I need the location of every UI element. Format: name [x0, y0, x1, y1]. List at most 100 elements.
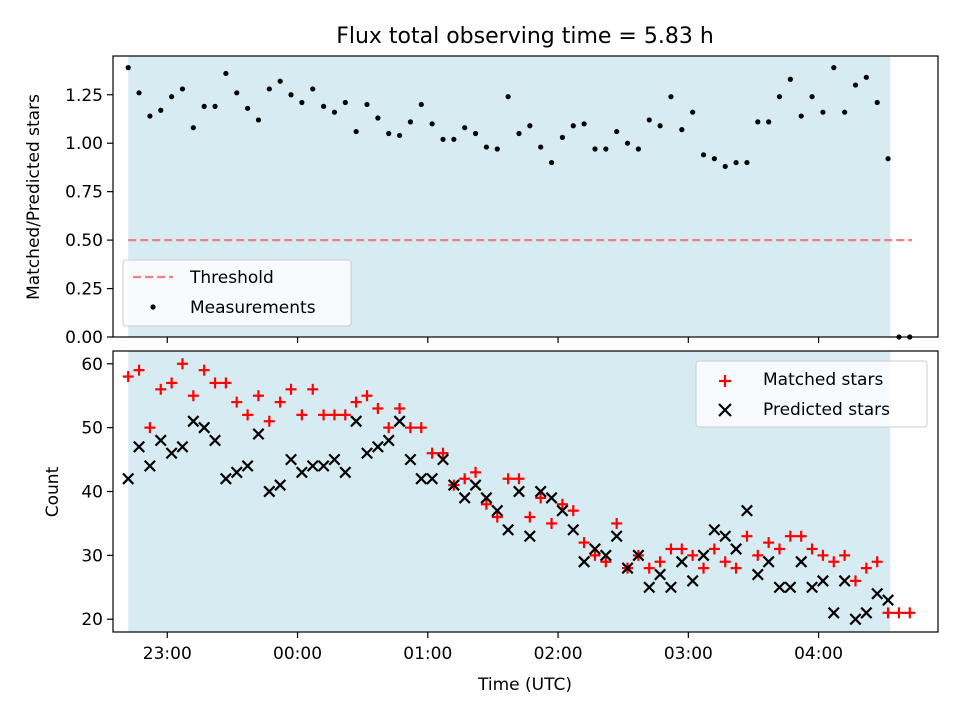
- matched-star-point: [198, 364, 210, 376]
- measurement-point: [766, 119, 772, 125]
- matched-star-point: [784, 530, 796, 542]
- measurement-point: [331, 109, 338, 115]
- time-x-tick-label: 03:00: [664, 644, 713, 664]
- measurement-point: [125, 65, 131, 71]
- measurement-point: [310, 86, 316, 92]
- counts-y-tick-label: 50: [81, 419, 103, 439]
- matched-star-point: [535, 492, 547, 504]
- measurement-point: [472, 130, 479, 137]
- predicted-star-point: [610, 530, 623, 543]
- matched-star-point: [828, 556, 840, 568]
- measurement-point: [212, 103, 218, 109]
- measurement-point: [353, 128, 359, 135]
- time-x-axis-label: Time (UTC): [477, 675, 572, 695]
- ratio-plot-frame: [112, 55, 939, 338]
- ratio-y-tick-label: 1.00: [65, 134, 103, 154]
- matched-star-point: [774, 543, 786, 555]
- matched-star-point: [263, 415, 275, 427]
- predicted-star-point: [882, 594, 895, 607]
- matched-star-point: [404, 422, 416, 434]
- matched-star-point: [459, 473, 471, 485]
- time-x-axis: 23:00 00:00 01:00 02:00 03:00 04:00: [143, 632, 843, 664]
- measurement-point: [320, 103, 327, 109]
- time-x-tick-label: 23:00: [143, 644, 192, 664]
- predicted-star-point: [502, 523, 515, 536]
- matched-star-point: [676, 543, 688, 555]
- measurement-point: [874, 99, 880, 106]
- predicted-star-point: [447, 479, 460, 492]
- measurement-point: [885, 156, 891, 162]
- time-x-tick-label: 00:00: [273, 644, 322, 664]
- measurement-point: [559, 134, 566, 140]
- predicted-star-point: [654, 568, 667, 581]
- time-x-tick-label: 02:00: [534, 644, 583, 664]
- predicted-star-point: [274, 479, 287, 492]
- predicted-star-point: [860, 606, 873, 619]
- matched-star-point: [708, 543, 720, 555]
- measurement-point: [798, 113, 804, 119]
- chart-title: Flux total observing time = 5.83 h: [336, 24, 714, 49]
- predicted-star-point: [209, 434, 222, 447]
- predicted-star-point: [437, 453, 449, 466]
- measurement-point: [396, 132, 403, 139]
- ratio-y-tick-label: 0.75: [65, 183, 103, 203]
- ratio-y-tick-label: 0.50: [65, 231, 103, 251]
- predicted-legend-swatch: [718, 403, 732, 417]
- matched-star-point: [567, 505, 579, 517]
- matched-star-point: [394, 402, 406, 414]
- predicted-star-point: [371, 440, 384, 453]
- predicted-star-point: [643, 581, 656, 594]
- matched-star-point: [328, 409, 340, 421]
- predicted-star-point: [708, 523, 721, 536]
- matched-star-point: [361, 390, 373, 402]
- matched-star-point: [122, 371, 134, 383]
- measurements-legend-label: Measurements: [190, 298, 316, 318]
- matched-star-point: [155, 383, 167, 395]
- matched-star-point: [513, 473, 525, 485]
- matched-star-point: [719, 556, 731, 568]
- predicted-star-point: [285, 453, 298, 466]
- measurement-point: [190, 125, 196, 131]
- predicted-star-point: [567, 523, 580, 536]
- predicted-star-point: [773, 581, 786, 594]
- measurement-point: [809, 94, 815, 100]
- matched-star-point: [133, 364, 145, 376]
- measurement-point: [483, 144, 490, 150]
- predicted-star-point: [578, 555, 591, 568]
- matched-star-point: [665, 543, 677, 555]
- matched-star-point: [752, 549, 764, 561]
- matched-legend-label: Matched stars: [763, 370, 883, 390]
- predicted-star-point: [784, 581, 797, 594]
- matched-star-point: [600, 556, 612, 568]
- predicted-star-point: [404, 453, 417, 466]
- matched-star-point: [893, 607, 905, 619]
- measurement-point: [755, 119, 761, 125]
- measurement-point: [581, 121, 587, 127]
- measurement-point: [375, 115, 381, 121]
- predicted-star-point: [230, 466, 243, 479]
- measurement-point: [451, 136, 457, 142]
- counts-panel: 20 30 40 50 60 23:00 00:00 01:00 02:00 03:00 04:0…: [43, 350, 939, 695]
- predicted-star-point: [816, 574, 829, 587]
- measurement-point: [407, 119, 414, 125]
- measurement-point: [234, 90, 240, 96]
- measurement-point: [831, 65, 837, 71]
- matched-star-point: [426, 447, 438, 459]
- predicted-star-point: [621, 562, 634, 575]
- matched-star-point: [187, 390, 199, 402]
- matched-star-point: [795, 530, 807, 542]
- predicted-star-point: [458, 491, 471, 504]
- matched-star-point: [654, 556, 666, 568]
- predicted-star-point: [827, 606, 840, 619]
- matched-star-point: [437, 447, 449, 459]
- matched-star-point: [611, 517, 623, 529]
- measurement-point: [787, 76, 793, 82]
- matched-star-point: [415, 422, 427, 434]
- matched-star-point: [470, 466, 482, 478]
- matched-star-point: [578, 537, 590, 549]
- matched-star-point: [698, 562, 710, 574]
- ratio-y-tick-label: 1.25: [65, 86, 103, 106]
- measurement-point: [548, 159, 555, 166]
- counts-y-tick-label: 30: [81, 546, 103, 566]
- predicted-star-point: [295, 466, 308, 479]
